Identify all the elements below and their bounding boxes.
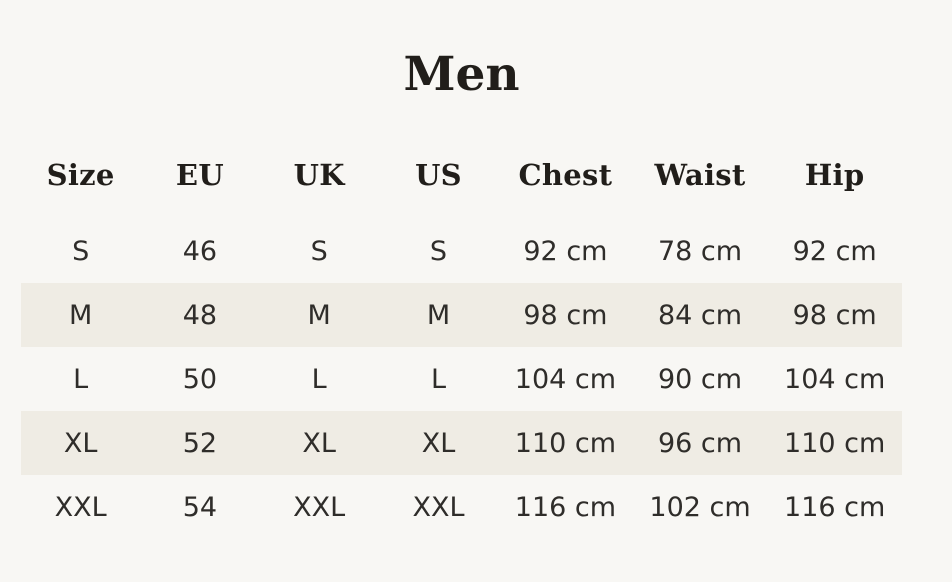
table-cell: S [310, 235, 328, 267]
table-cell: 46 [182, 235, 218, 267]
table-cell: 104 cm [784, 363, 886, 395]
column-header-us: US [415, 158, 462, 192]
column-header-chest: Chest [518, 158, 613, 192]
table-row-xl: XL 52 XL XL 110 cm 96 cm 110 cm [21, 411, 902, 475]
table-cell: 116 cm [784, 491, 886, 523]
table-cell: XL [63, 427, 98, 459]
table-cell: L [73, 363, 89, 395]
table-cell: 96 cm [657, 427, 743, 459]
table-cell: S [72, 235, 90, 267]
table-cell: S [429, 235, 448, 267]
table-cell: 110 cm [514, 427, 617, 459]
table-cell: XL [421, 427, 456, 459]
table-cell: 48 [182, 299, 218, 331]
size-guide-page: Men Size EU UK US Chest Waist Hip S 46 S… [21, 0, 902, 539]
table-cell: L [311, 363, 327, 395]
table-cell: M [307, 299, 331, 331]
column-header-size: Size [46, 158, 115, 192]
table-cell: 98 cm [792, 299, 877, 331]
table-cell: M [426, 299, 451, 331]
table-cell: 90 cm [657, 363, 743, 395]
table-cell: XL [302, 427, 336, 459]
page-title: Men [403, 47, 520, 102]
column-header-eu: EU [175, 158, 224, 192]
table-cell: 104 cm [514, 363, 617, 395]
table-row-s: S 46 S S 92 cm 78 cm 92 cm [21, 219, 902, 283]
table-cell: 84 cm [657, 299, 743, 331]
table-cell: 92 cm [792, 235, 877, 267]
table-cell: 102 cm [649, 491, 751, 523]
column-header-uk: UK [293, 158, 345, 192]
table-cell: 78 cm [657, 235, 743, 267]
table-cell: 54 [182, 491, 218, 523]
table-cell: 110 cm [784, 427, 886, 459]
column-header-waist: Waist [654, 158, 746, 192]
table-cell: XXL [293, 491, 346, 523]
table-cell: XXL [54, 491, 107, 523]
table-cell: 92 cm [523, 235, 608, 267]
header-row: Size EU UK US Chest Waist Hip [21, 131, 902, 219]
table-row-m: M 48 M M 98 cm 84 cm 98 cm [21, 283, 902, 347]
column-header-hip: Hip [804, 158, 865, 192]
table-row-l: L 50 L L 104 cm 90 cm 104 cm [21, 347, 902, 411]
table-cell: 98 cm [523, 299, 608, 331]
size-chart-table: Size EU UK US Chest Waist Hip S 46 S S 9… [21, 131, 902, 539]
table-row-xxl: XXL 54 XXL XXL 116 cm 102 cm 116 cm [21, 475, 902, 539]
table-cell: M [68, 299, 93, 331]
table-cell: L [430, 363, 446, 395]
table-cell: 50 [182, 363, 218, 395]
table-cell: 116 cm [514, 491, 617, 523]
table-cell: XXL [412, 491, 465, 523]
table-cell: 52 [182, 427, 218, 459]
